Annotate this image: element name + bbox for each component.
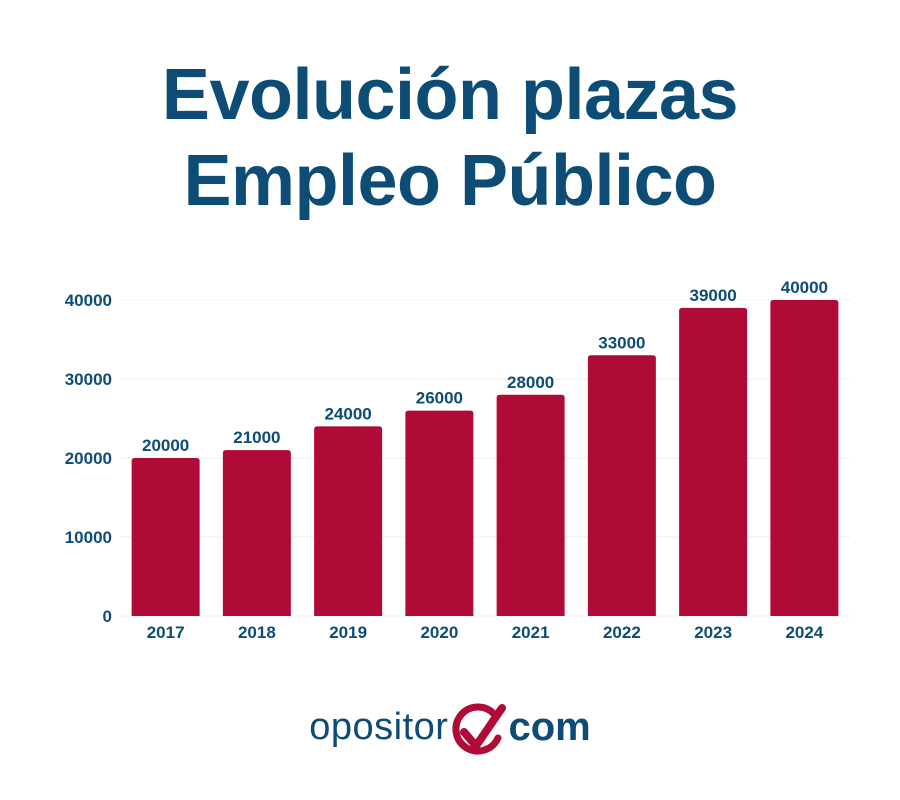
y-tick-label: 40000 (65, 291, 112, 310)
x-tick-label: 2022 (603, 623, 641, 642)
bar (679, 307, 748, 616)
bar (222, 450, 291, 616)
logo-text-left: opositor (309, 705, 449, 748)
bar-chart: 20000 21000 24000 26000 28000 33000 39000 40000… (65, 278, 850, 642)
bar (405, 410, 474, 616)
y-tick-label: 20000 (65, 449, 112, 468)
x-tick-label: 2024 (785, 623, 823, 642)
chart-title-line-1: Evolución plazas (161, 55, 739, 135)
x-axis: 2017 2018 2019 2020 2021 2022 2023 2024 (147, 623, 824, 642)
y-tick-label: 10000 (65, 528, 112, 547)
logo-text-right: com (508, 704, 591, 749)
data-label: 20000 (142, 436, 189, 455)
bars (131, 300, 839, 616)
bar (131, 458, 200, 616)
x-tick-label: 2021 (512, 623, 550, 642)
bar (314, 426, 383, 616)
x-tick-label: 2019 (329, 623, 367, 642)
data-label: 28000 (507, 373, 554, 392)
data-label: 39000 (689, 286, 736, 305)
x-tick-label: 2020 (420, 623, 458, 642)
x-tick-label: 2018 (238, 623, 276, 642)
y-tick-label: 0 (103, 607, 112, 626)
data-label: 26000 (416, 389, 463, 408)
data-labels: 20000 21000 24000 26000 28000 33000 39000 40000 (142, 278, 828, 455)
chart-title: Evolución plazas Empleo Público (0, 52, 900, 224)
brand-logo: opositor com (0, 692, 900, 762)
data-label: 40000 (781, 278, 828, 297)
x-tick-label: 2017 (147, 623, 185, 642)
bar (587, 355, 656, 616)
x-tick-label: 2023 (694, 623, 732, 642)
data-label: 21000 (233, 428, 280, 447)
data-label: 24000 (324, 404, 371, 423)
chart-title-line-2: Empleo Público (183, 141, 717, 221)
bar (770, 300, 839, 616)
y-tick-label: 30000 (65, 370, 112, 389)
checkmark-circle-icon (452, 703, 507, 755)
data-label: 33000 (598, 333, 645, 352)
bar (496, 394, 565, 616)
y-axis: 0 10000 20000 30000 40000 (65, 291, 112, 626)
